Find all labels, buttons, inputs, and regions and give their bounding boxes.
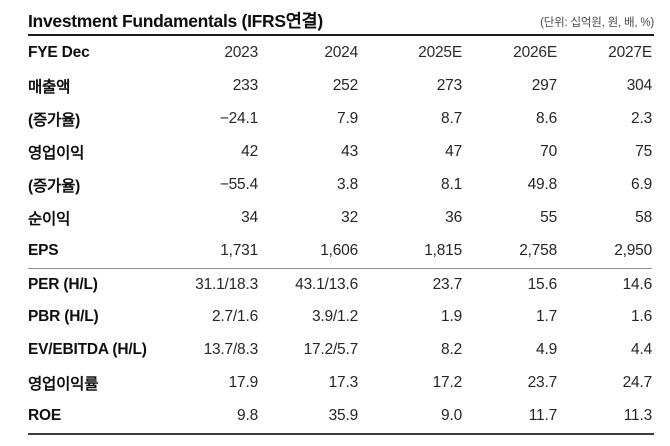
cell-value: 43.1/13.6: [258, 267, 358, 301]
row-label: ROE: [28, 407, 61, 425]
cell-value: 8.2: [441, 341, 462, 359]
cell-value: 36: [445, 208, 462, 226]
cell-value: 4.9: [536, 341, 557, 359]
column-header: 2024: [324, 43, 358, 61]
cell-value: 1.9: [441, 308, 462, 326]
cell-value: 9.8: [237, 407, 258, 425]
cell-value: 55: [540, 208, 557, 226]
cell-value: 31.1/18.3: [158, 267, 258, 301]
cell-value: 8.1: [441, 175, 462, 193]
cell-value: 75: [635, 142, 652, 160]
cell-value: 252: [332, 76, 358, 94]
title-rule: [28, 34, 654, 36]
row-label: 영업이익률: [28, 376, 99, 394]
cell-value: 1,731: [220, 242, 258, 259]
cell-value: 233: [232, 76, 258, 94]
cell-value: 70: [540, 142, 557, 160]
cell-value: 1.7: [536, 308, 557, 326]
row-label: EPS: [28, 242, 59, 259]
cell-value: 17.2: [432, 374, 463, 392]
cell-value: 2.3: [631, 109, 652, 127]
cell-value: 24.7: [622, 374, 653, 392]
cell-value: 9.0: [441, 407, 462, 425]
column-header: 2027E: [608, 43, 652, 61]
row-label: 영업이익: [28, 144, 85, 162]
cell-value: 43: [341, 142, 358, 160]
cell-value: 47: [445, 142, 462, 160]
cell-value: 17.2/5.7: [303, 341, 359, 359]
row-label: PBR (H/L): [28, 308, 99, 326]
table-title: Investment Fundamentals (IFRS연결): [28, 11, 323, 31]
cell-value: 6.9: [631, 175, 652, 193]
row-label: PER (H/L): [28, 267, 158, 301]
column-header: 2023: [224, 43, 258, 61]
cell-value: 32: [341, 208, 358, 226]
cell-value: 8.6: [536, 109, 557, 127]
cell-value: 7.9: [337, 109, 358, 127]
cell-value: −24.1: [219, 109, 258, 127]
cell-value: 58: [635, 208, 652, 226]
column-header-label: FYE Dec: [28, 43, 90, 61]
cell-value: 11.7: [528, 407, 557, 425]
cell-value: 23.7: [358, 267, 462, 301]
column-header: 2025E: [418, 43, 462, 61]
cell-value: 3.9/1.2: [311, 308, 358, 326]
cell-value: 14.6: [557, 267, 652, 301]
cell-value: 304: [626, 76, 652, 94]
cell-value: 2.7/1.6: [211, 308, 258, 326]
cell-value: 1,815: [424, 242, 462, 259]
cell-value: 17.3: [328, 374, 359, 392]
cell-value: 17.9: [228, 374, 259, 392]
cell-value: 11.3: [623, 407, 652, 425]
row-label: (증가율): [28, 177, 81, 195]
fundamentals-table: FYE Dec 2023 2024 2025E 2026E 2027E 매출액 233 252 2…: [28, 36, 652, 433]
cell-value: 3.8: [337, 175, 358, 193]
cell-value: 35.9: [328, 407, 359, 425]
column-header: 2026E: [513, 43, 557, 61]
cell-value: 1,606: [320, 242, 358, 259]
cell-value: 42: [241, 142, 258, 160]
cell-value: 4.4: [631, 341, 652, 359]
cell-value: 8.7: [441, 109, 462, 127]
unit-note: (단위: 십억원, 원, 배, %): [540, 17, 654, 29]
cell-value: 2,758: [519, 242, 557, 259]
cell-value: 1.6: [631, 308, 652, 326]
cell-value: 13.7/8.3: [203, 341, 259, 359]
row-label: EV/EBITDA (H/L): [28, 341, 147, 359]
bottom-rule: [28, 433, 654, 435]
row-label: (증가율): [28, 111, 81, 129]
cell-value: 297: [531, 76, 557, 94]
cell-value: 2,950: [614, 242, 652, 259]
row-label: 순이익: [28, 210, 71, 228]
title-bar: Investment Fundamentals (IFRS연결) (단위: 십억…: [28, 6, 654, 32]
row-label: 매출액: [28, 78, 71, 96]
cell-value: 23.7: [527, 374, 558, 392]
cell-value: 34: [241, 208, 258, 226]
cell-value: −55.4: [219, 175, 258, 193]
cell-value: 49.8: [527, 175, 558, 193]
cell-value: 15.6: [462, 267, 557, 301]
cell-value: 273: [436, 76, 462, 94]
